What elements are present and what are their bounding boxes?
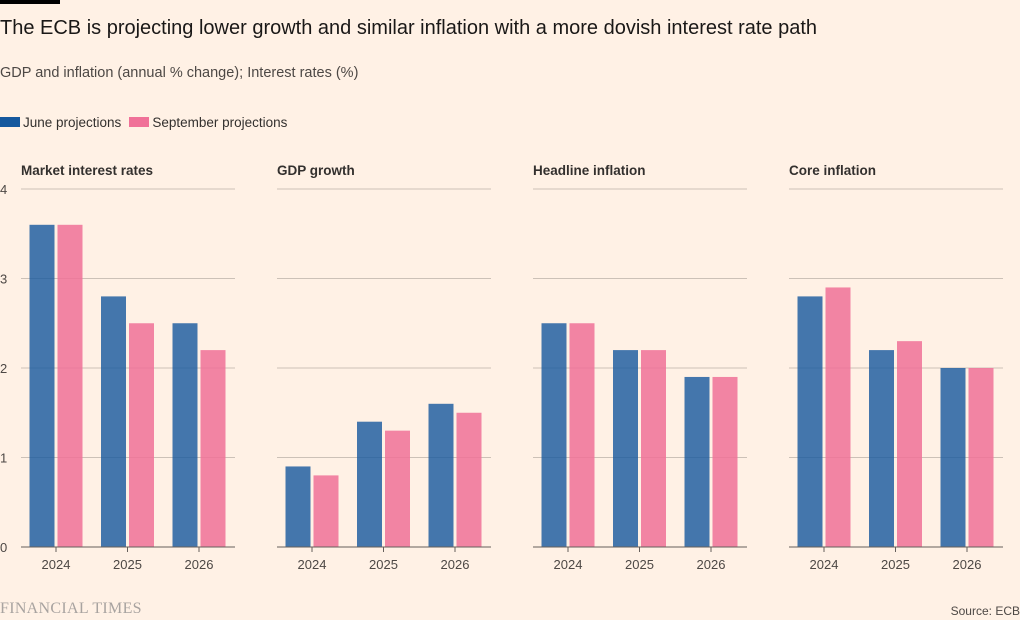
x-tick-label: 2024: [810, 557, 839, 572]
bar-september: [825, 287, 851, 547]
x-tick-label: 2025: [881, 557, 910, 572]
bar-june: [172, 323, 198, 547]
bar-june: [613, 350, 638, 547]
x-tick-label: 2024: [554, 557, 583, 572]
panel-title: Market interest rates: [21, 163, 153, 178]
small-multiples-chart: Market interest rates 2024 2025 2026 0 1 2 3 4 GD…: [0, 163, 1003, 572]
x-tick-label: 2026: [185, 557, 214, 572]
x-tick-label: 2026: [953, 557, 982, 572]
legend-label-june: June projections: [23, 114, 122, 130]
x-tick-label: 2024: [42, 557, 71, 572]
bar-september: [569, 323, 595, 547]
bar-september: [968, 368, 994, 547]
x-tick-label: 2024: [298, 557, 327, 572]
bar-june: [797, 296, 823, 547]
bar-june: [684, 376, 710, 547]
bar-september: [385, 430, 410, 547]
y-tick-label: 1: [0, 451, 7, 466]
x-tick-label: 2026: [697, 557, 726, 572]
legend: June projections September projections: [0, 113, 295, 131]
bar-september: [313, 475, 339, 547]
brand-top-bar: [0, 0, 60, 4]
bar-september: [641, 350, 666, 547]
chart-subtitle: GDP and inflation (annual % change); Int…: [0, 65, 359, 81]
y-tick-label: 2: [0, 361, 7, 376]
bar-september: [129, 323, 154, 547]
bar-september: [897, 341, 922, 547]
bar-september: [200, 350, 226, 547]
bar-june: [101, 296, 126, 547]
x-tick-label: 2025: [113, 557, 142, 572]
bar-september: [456, 412, 482, 547]
legend-item-september: September projections: [129, 115, 287, 130]
panel-title: GDP growth: [277, 163, 355, 178]
bar-june: [541, 323, 567, 547]
bar-september: [57, 224, 83, 548]
bar-june: [940, 368, 966, 547]
bar-september: [712, 376, 738, 547]
bar-june: [428, 403, 454, 547]
legend-swatch-september: [129, 117, 150, 127]
y-tick-label: 0: [0, 540, 7, 555]
panel-title: Core inflation: [789, 163, 876, 178]
bar-june: [869, 350, 894, 547]
y-tick-label: 3: [0, 272, 7, 287]
panel-title: Headline inflation: [533, 163, 646, 178]
bar-june: [285, 466, 311, 547]
x-tick-label: 2025: [369, 557, 398, 572]
bar-june: [357, 421, 382, 547]
legend-swatch-june: [0, 117, 20, 127]
legend-label-september: September projections: [152, 114, 288, 130]
legend-item-june: June projections: [0, 115, 121, 130]
bar-june: [29, 224, 55, 548]
ft-logo: FINANCIAL TIMES: [0, 600, 142, 617]
x-tick-label: 2026: [441, 557, 470, 572]
y-tick-label: 4: [0, 182, 7, 197]
x-tick-label: 2025: [625, 557, 654, 572]
chart-title: The ECB is projecting lower growth and s…: [0, 17, 818, 39]
source-note: Source: ECB: [950, 604, 1020, 618]
